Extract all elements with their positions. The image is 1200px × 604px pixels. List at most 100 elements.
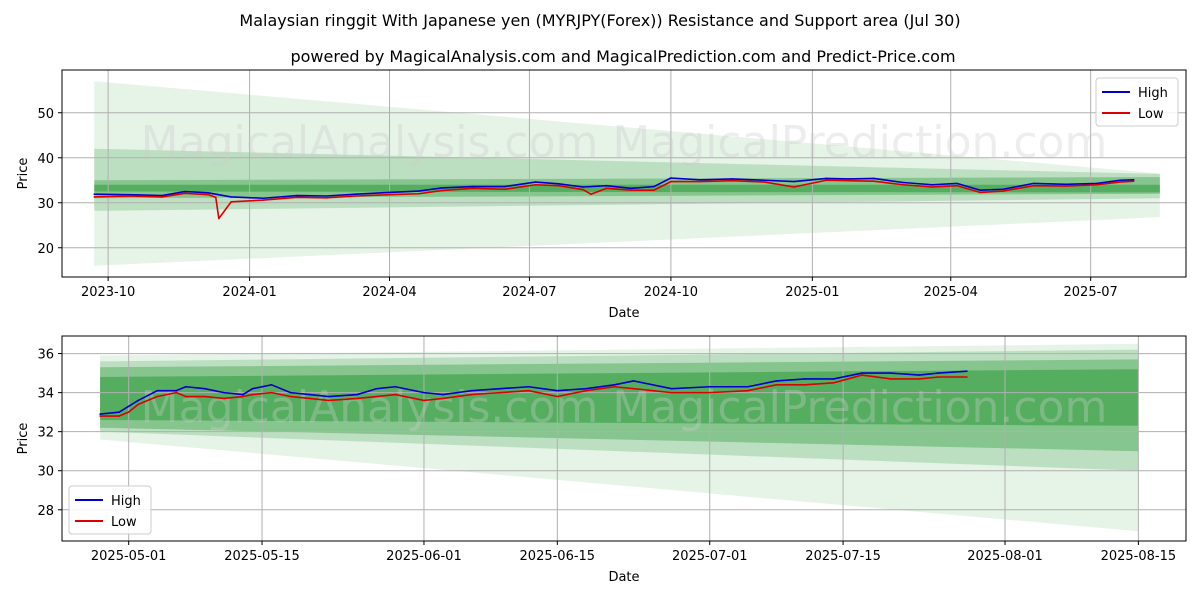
plot-frame xyxy=(61,335,1187,542)
y-axis-label: Price xyxy=(16,423,31,455)
data-point-low xyxy=(605,187,608,190)
x-tick-label: 2023-10 xyxy=(81,285,135,300)
data-point-high xyxy=(966,370,968,372)
data-point-low xyxy=(184,192,186,195)
data-point-low xyxy=(670,391,673,394)
data-point-low xyxy=(937,376,940,378)
data-point-low xyxy=(775,384,778,386)
data-point-low xyxy=(325,197,328,199)
data-point-low xyxy=(499,391,501,394)
data-point-low xyxy=(442,397,444,400)
data-point-low xyxy=(670,180,672,183)
watermark: MagicalAnalysis.com MagicalPrediction.co… xyxy=(141,382,1108,433)
data-point-low xyxy=(354,195,357,197)
data-point-low xyxy=(653,189,655,191)
data-point-high xyxy=(979,189,981,191)
data-point-high xyxy=(127,405,130,408)
data-point-low xyxy=(1065,185,1067,187)
data-point-low xyxy=(763,181,766,183)
y-tick-label: 32 xyxy=(37,426,54,441)
band-4 xyxy=(94,81,1160,266)
data-point-low xyxy=(218,217,220,220)
data-point-high xyxy=(204,387,206,390)
data-point-high xyxy=(251,387,254,390)
y-tick-label: 50 xyxy=(37,107,54,122)
data-point-low xyxy=(832,382,835,384)
data-point-low xyxy=(99,415,101,417)
data-point-low xyxy=(1119,181,1121,183)
data-point-high xyxy=(613,384,616,386)
y-tick-label: 28 xyxy=(37,504,54,519)
data-point-high xyxy=(99,413,101,415)
data-point-high xyxy=(394,385,397,388)
data-point-low xyxy=(251,393,254,396)
data-point-high xyxy=(289,391,292,394)
watermark: MagicalAnalysis.com MagicalPrediction.co… xyxy=(141,117,1108,168)
data-point-low xyxy=(699,180,701,183)
data-point-high xyxy=(128,193,131,196)
data-point-high xyxy=(918,374,921,376)
data-point-high xyxy=(582,186,585,188)
data-point-high xyxy=(793,180,795,183)
series-line-low xyxy=(94,179,1134,220)
plot-frame xyxy=(61,69,1187,278)
data-point-high xyxy=(873,177,875,180)
data-point-low xyxy=(327,399,330,402)
data-point-low xyxy=(242,395,244,398)
data-point-high xyxy=(956,182,958,185)
y-axis-label: Price xyxy=(16,158,31,190)
data-point-low xyxy=(289,395,292,398)
data-point-high xyxy=(763,179,766,182)
x-tick-label: 2025-07-15 xyxy=(805,549,881,564)
data-point-high xyxy=(325,195,328,197)
data-point-high xyxy=(775,380,778,382)
data-point-high xyxy=(423,391,425,394)
y-tick-label: 30 xyxy=(37,197,54,212)
series-group xyxy=(93,177,1135,220)
x-axis-label: Date xyxy=(608,306,639,321)
data-point-high xyxy=(440,187,443,189)
x-tick-label: 2024-10 xyxy=(644,285,698,300)
data-point-low xyxy=(632,387,635,390)
data-point-low xyxy=(204,395,206,398)
data-point-high xyxy=(861,372,863,374)
data-point-low xyxy=(731,179,734,182)
data-point-high xyxy=(1096,182,1098,185)
data-point-high xyxy=(937,372,940,374)
series-line-low xyxy=(100,374,967,417)
data-point-low xyxy=(356,397,359,400)
data-point-high xyxy=(848,178,851,180)
data-point-high xyxy=(354,193,357,195)
data-point-low xyxy=(127,411,130,413)
data-point-low xyxy=(966,376,968,378)
data-point-high xyxy=(223,391,225,394)
data-point-low xyxy=(375,395,378,398)
data-point-high xyxy=(670,387,673,390)
data-point-low xyxy=(417,192,420,195)
data-point-high xyxy=(1119,179,1121,182)
grid xyxy=(62,70,1186,277)
data-point-low xyxy=(93,196,96,198)
data-point-high xyxy=(605,184,608,187)
data-point-low xyxy=(388,193,391,196)
data-point-low xyxy=(270,391,273,394)
data-point-high xyxy=(470,389,473,392)
legend-label-low: Low xyxy=(111,515,137,530)
data-point-low xyxy=(207,193,209,196)
data-point-low xyxy=(931,186,934,188)
subplot-2: MagicalAnalysis.com MagicalPrediction.co… xyxy=(16,335,1187,585)
data-point-high xyxy=(262,197,265,200)
data-point-high xyxy=(630,187,632,190)
data-point-low xyxy=(470,393,473,396)
data-point-low xyxy=(630,189,632,191)
data-point-high xyxy=(327,395,330,398)
x-tick-label: 2025-07 xyxy=(1064,285,1118,300)
data-point-low xyxy=(185,395,187,398)
data-point-low xyxy=(873,180,875,182)
data-point-high xyxy=(93,193,96,195)
data-point-high xyxy=(296,194,299,197)
data-point-high xyxy=(1032,182,1035,185)
data-point-low xyxy=(440,189,443,192)
data-point-high xyxy=(832,378,835,380)
